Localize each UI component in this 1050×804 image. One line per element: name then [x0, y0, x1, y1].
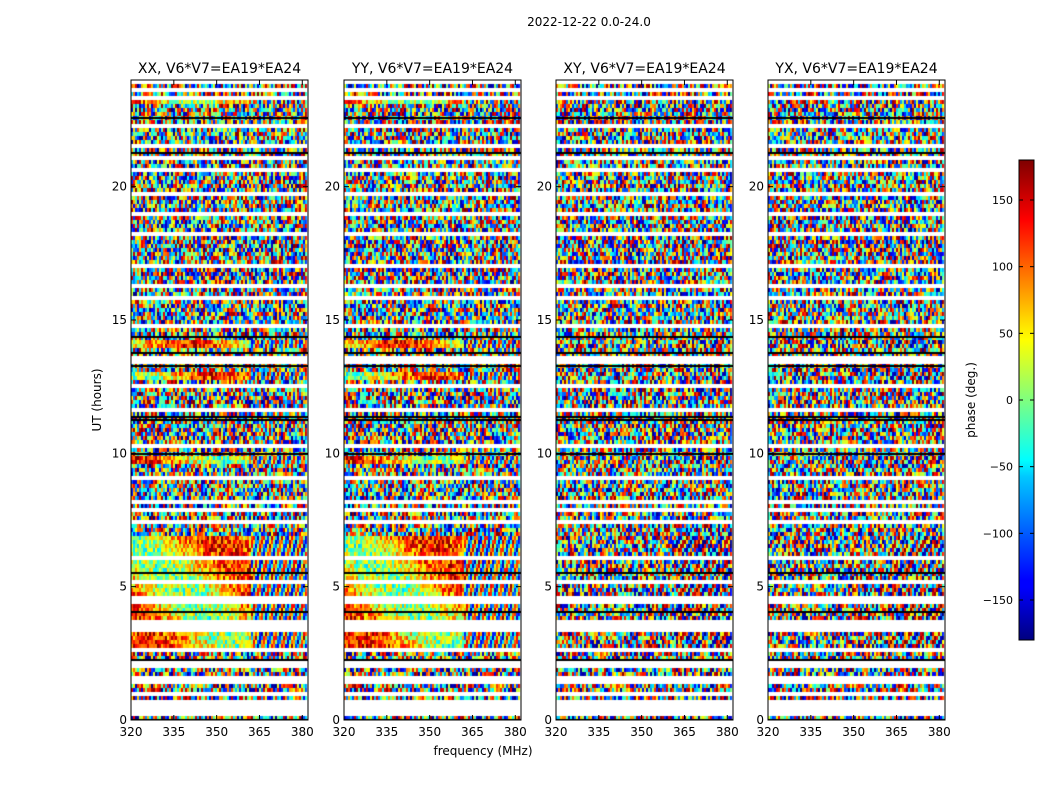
- y-tick-label: 0: [756, 713, 764, 727]
- x-tick-label: 380: [291, 725, 314, 739]
- y-tick-label: 5: [119, 580, 127, 594]
- x-tick-label: 320: [757, 725, 780, 739]
- y-tick-label: 20: [325, 180, 340, 194]
- y-tick-label: 20: [112, 180, 127, 194]
- heatmap-xy: [556, 80, 733, 720]
- panel-yy: YY, V6*V7=EA19*EA24 320 335 350 365 380 0 5 10 15…: [325, 61, 527, 739]
- y-tick-label: 10: [537, 446, 552, 460]
- heatmap-yy: [344, 80, 521, 720]
- colorbar-tick-label: 150: [992, 194, 1013, 207]
- x-tick-label: 335: [162, 725, 185, 739]
- y-tick-label: 10: [749, 446, 764, 460]
- x-tick-label: 380: [504, 725, 527, 739]
- x-tick-label: 350: [418, 725, 441, 739]
- panel-frame: [343, 79, 522, 721]
- colorbar-tick-label: −150: [983, 594, 1013, 607]
- panel-xy: XY, V6*V7=EA19*EA24 320 335 350 365 380 0 5 10 15…: [537, 61, 739, 739]
- panel-frame: [555, 79, 734, 721]
- colorbar-ticks: 150 100 50 0 −50 −100 −150: [983, 194, 1034, 607]
- y-axis-label: UT (hours): [90, 368, 104, 431]
- y-tick-label: 15: [537, 313, 552, 327]
- panel-title: XX, V6*V7=EA19*EA24: [138, 61, 301, 77]
- x-tick-label: 335: [799, 725, 822, 739]
- y-tick-label: 0: [544, 713, 552, 727]
- x-tick-label: 380: [716, 725, 739, 739]
- x-tick-label: 350: [842, 725, 865, 739]
- panel-title: XY, V6*V7=EA19*EA24: [563, 61, 725, 77]
- panel-xx: XX, V6*V7=EA19*EA24 320 335 350 365 380 0 5 10 15…: [112, 61, 314, 739]
- x-tick-label: 335: [375, 725, 398, 739]
- x-tick-label: 320: [120, 725, 143, 739]
- panel-yx: YX, V6*V7=EA19*EA24 320 335 350 365 380 0 5 10 15…: [749, 61, 951, 739]
- panel-title: YX, V6*V7=EA19*EA24: [774, 61, 937, 77]
- x-tick-label: 365: [885, 725, 908, 739]
- colorbar-tick-label: 100: [992, 261, 1013, 274]
- colorbar-tick-label: −100: [983, 527, 1013, 540]
- y-tick-label: 5: [756, 580, 764, 594]
- panels: XX, V6*V7=EA19*EA24 320 335 350 365 380 0 5 10 15…: [112, 61, 951, 739]
- panel-frame: [767, 79, 946, 721]
- x-tick-label: 320: [545, 725, 568, 739]
- y-tick-label: 15: [112, 313, 127, 327]
- colorbar-tick-label: 50: [999, 327, 1013, 340]
- x-tick-label: 335: [587, 725, 610, 739]
- x-tick-label: 365: [248, 725, 271, 739]
- panel-title: YY, V6*V7=EA19*EA24: [351, 61, 513, 77]
- x-tick-label: 350: [205, 725, 228, 739]
- y-tick-label: 5: [332, 580, 340, 594]
- colorbar: 150 100 50 0 −50 −100 −150 phase (deg.): [964, 159, 1035, 641]
- y-tick-label: 15: [325, 313, 340, 327]
- x-tick-label: 320: [333, 725, 356, 739]
- y-tick-label: 20: [537, 180, 552, 194]
- colorbar-tick-label: 0: [1006, 394, 1013, 407]
- heatmap-xx: [131, 80, 308, 720]
- y-tick-label: 20: [749, 180, 764, 194]
- figure-title: 2022-12-22 0.0-24.0: [527, 15, 651, 29]
- x-tick-label: 380: [928, 725, 951, 739]
- y-tick-label: 5: [544, 580, 552, 594]
- x-tick-label: 365: [673, 725, 696, 739]
- x-axis-label: frequency (MHz): [433, 744, 532, 758]
- y-tick-label: 0: [332, 713, 340, 727]
- colorbar-tick-label: −50: [990, 461, 1013, 474]
- y-tick-label: 15: [749, 313, 764, 327]
- y-tick-label: 0: [119, 713, 127, 727]
- y-tick-label: 10: [112, 446, 127, 460]
- colorbar-label: phase (deg.): [964, 362, 978, 438]
- heatmap-yx: [768, 80, 945, 720]
- y-tick-label: 10: [325, 446, 340, 460]
- x-tick-label: 365: [461, 725, 484, 739]
- x-tick-label: 350: [630, 725, 653, 739]
- panel-frame: [130, 79, 309, 721]
